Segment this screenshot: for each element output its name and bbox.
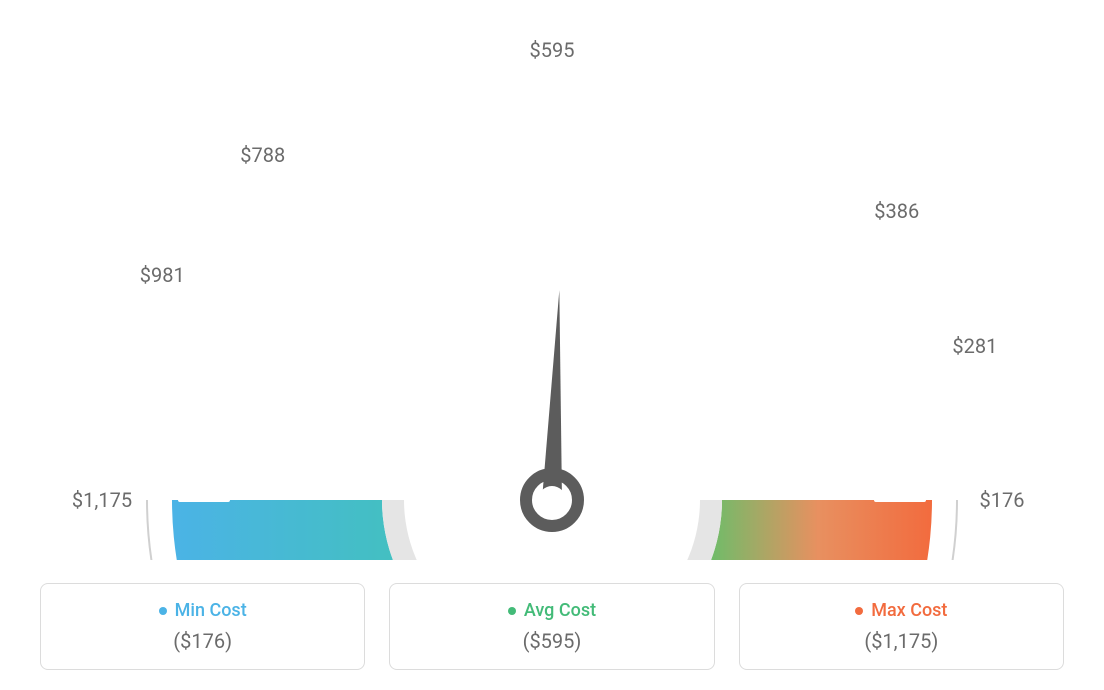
legend-title-text: Min Cost <box>175 600 247 621</box>
legend-title-text: Max Cost <box>871 600 947 621</box>
legend-title-max: Max Cost <box>855 600 947 621</box>
legend-value-max: ($1,175) <box>760 629 1043 653</box>
legend-card-min: Min Cost ($176) <box>40 583 365 671</box>
gauge-chart: $176 $281 $386 $595 $788 $981 $1,175 <box>0 0 1104 560</box>
gauge-tick-label: $788 <box>240 143 285 167</box>
gauge-tick-label: $595 <box>530 38 575 62</box>
gauge-tick-label: $176 <box>980 488 1025 512</box>
dot-icon <box>855 607 863 615</box>
gauge-tick-label: $981 <box>140 263 185 287</box>
legend-title-min: Min Cost <box>159 600 247 621</box>
gauge-tick-label: $1,175 <box>72 488 132 512</box>
legend-value-avg: ($595) <box>410 629 693 653</box>
legend-card-avg: Avg Cost ($595) <box>389 583 714 671</box>
dot-icon <box>159 607 167 615</box>
gauge-tick-label: $281 <box>952 334 997 358</box>
legend-row: Min Cost ($176) Avg Cost ($595) Max Cost… <box>0 583 1104 671</box>
gauge-tick-label: $386 <box>874 199 919 223</box>
legend-value-min: ($176) <box>61 629 344 653</box>
dot-icon <box>508 607 516 615</box>
legend-title-avg: Avg Cost <box>508 600 596 621</box>
legend-card-max: Max Cost ($1,175) <box>739 583 1064 671</box>
legend-title-text: Avg Cost <box>524 600 596 621</box>
